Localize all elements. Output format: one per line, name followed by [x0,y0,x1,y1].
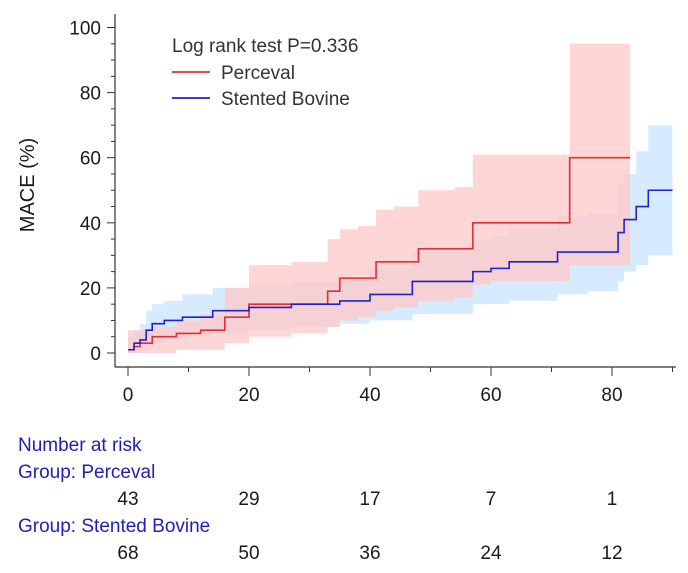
risk-count: 43 [117,489,139,510]
risk-count: 7 [485,489,497,510]
risk-count: 17 [359,489,381,510]
risk-count: 29 [238,489,260,510]
legend-annotation: Log rank test P=0.336 [172,36,358,57]
risk-count: 68 [117,543,139,564]
x-tick-label: 0 [123,385,134,406]
legend: Log rank test P=0.336 Perceval Stented Bov… [172,36,358,110]
risk-count: 50 [238,543,260,564]
x-tick-label: 20 [238,385,259,406]
risk-table-header: Number at risk [18,435,142,456]
x-tick-label: 80 [601,385,622,406]
y-tick-label: 0 [90,344,101,365]
x-tick-label: 60 [480,385,501,406]
ci-band-perceval [128,43,631,354]
y-tick-label: 100 [69,19,101,40]
y-tick-label: 80 [80,84,101,105]
axes: 020406080100020406080MonthsMACE (%) [17,14,676,406]
y-axis-label: MACE (%) [17,138,39,232]
km-chart: 020406080100020406080MonthsMACE (%) Log … [17,14,676,406]
risk-count: 36 [359,543,381,564]
y-tick-label: 40 [80,214,101,235]
risk-count: 24 [480,543,502,564]
risk-group-label-perceval: Group: Perceval [18,462,156,483]
y-tick-label: 60 [80,149,101,170]
survival-curves [128,156,673,351]
x-tick-label: 40 [359,385,380,406]
y-tick-label: 20 [80,279,101,300]
risk-group-label-stented-bovine: Group: Stented Bovine [18,516,211,537]
km-line-stented-bovine [128,189,673,351]
legend-label-stented-bovine: Stented Bovine [221,89,350,110]
confidence-bands [128,43,673,354]
legend-label-perceval: Perceval [221,63,295,84]
risk-count: 1 [606,489,618,510]
km-line-perceval [128,156,631,351]
risk-count: 12 [601,543,623,564]
